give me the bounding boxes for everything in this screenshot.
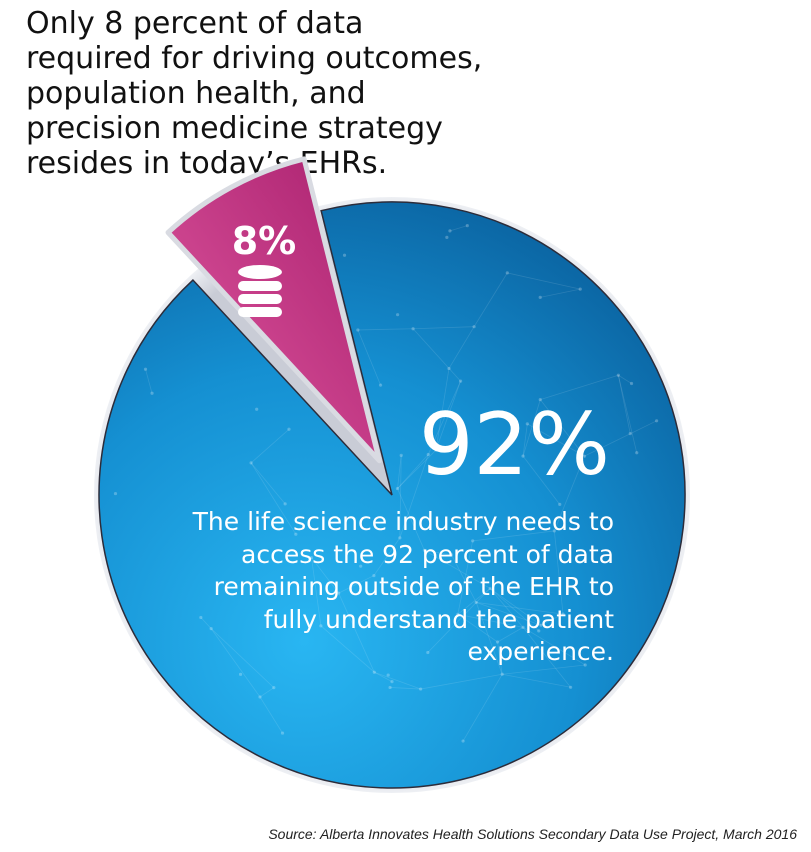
headline: Only 8 percent of data required for driv… [26, 6, 483, 181]
network-lines [113, 224, 659, 743]
database-icon [238, 265, 282, 317]
slice-label-92: 92% [419, 395, 610, 495]
source-note: Source: Alberta Innovates Health Solutio… [268, 826, 797, 842]
slice-label-8: 8% [232, 219, 297, 263]
callout-text: The life science industry needs to acces… [192, 507, 614, 666]
pie-slice-92 [98, 201, 686, 789]
